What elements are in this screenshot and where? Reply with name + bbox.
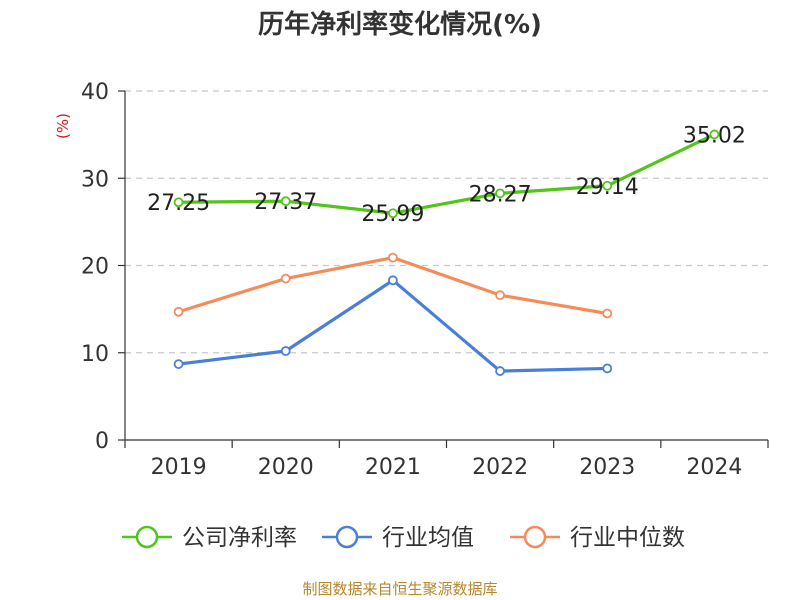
axis-layer: 0 10 20 30 40 2019 2020 2021 2022 2023 2024 (%)	[54, 80, 769, 480]
data-point	[388, 252, 398, 263]
y-tick-label: 40	[81, 80, 109, 105]
data-label: 27.25	[147, 191, 210, 216]
data-label: 28.27	[469, 182, 532, 207]
series-line	[176, 132, 717, 215]
y-tick-label: 0	[95, 429, 109, 454]
legend-marker	[135, 525, 159, 549]
data-point	[173, 197, 184, 208]
data-point	[602, 180, 613, 191]
data-point	[495, 366, 505, 376]
x-tick-label: 2024	[686, 455, 742, 480]
data-label: 27.37	[254, 190, 317, 215]
grid-layer	[125, 90, 768, 354]
legend-marker	[523, 525, 547, 549]
series-layer	[173, 129, 720, 376]
data-label-layer: 27.25 27.37 25.99 28.27 29.14 35.02	[147, 123, 746, 227]
data-point	[280, 196, 291, 207]
x-tick-label: 2023	[579, 455, 635, 480]
legend-item: 公司净利率	[122, 525, 297, 551]
y-tick-label: 10	[81, 342, 109, 367]
x-tick-label: 2020	[258, 455, 314, 480]
data-label: 25.99	[361, 202, 424, 227]
data-point	[388, 275, 398, 286]
chart-title: 历年净利率变化情况(%)	[258, 10, 542, 40]
series-line	[176, 278, 609, 373]
data-point	[173, 359, 184, 369]
legend-label: 行业均值	[382, 525, 474, 551]
legend-item: 行业中位数	[510, 525, 685, 551]
legend-label: 行业中位数	[570, 525, 685, 551]
y-tick-label: 20	[81, 255, 109, 280]
x-tick-label: 2022	[472, 455, 528, 480]
data-label: 29.14	[576, 175, 639, 200]
x-tick-label: 2021	[365, 455, 421, 480]
data-label: 35.02	[683, 123, 746, 148]
data-point	[495, 290, 505, 301]
data-point	[173, 306, 184, 317]
data-point	[709, 129, 720, 140]
data-point	[602, 308, 613, 319]
data-point	[388, 208, 398, 219]
legend: 公司净利率 行业均值 行业中位数	[122, 525, 685, 551]
y-tick-label: 30	[81, 167, 109, 192]
legend-label: 公司净利率	[182, 525, 297, 551]
x-tick-label: 2019	[151, 455, 207, 480]
source-note: 制图数据来自恒生聚源数据库	[302, 580, 498, 598]
series-1	[173, 275, 613, 376]
series-0	[173, 129, 720, 219]
series-2	[173, 252, 613, 319]
data-point	[280, 346, 291, 356]
y-axis-label: (%)	[54, 113, 72, 139]
data-point	[495, 188, 505, 199]
data-point	[602, 363, 613, 374]
legend-marker	[335, 525, 359, 549]
legend-item: 行业均值	[322, 525, 474, 551]
data-point	[280, 273, 291, 284]
